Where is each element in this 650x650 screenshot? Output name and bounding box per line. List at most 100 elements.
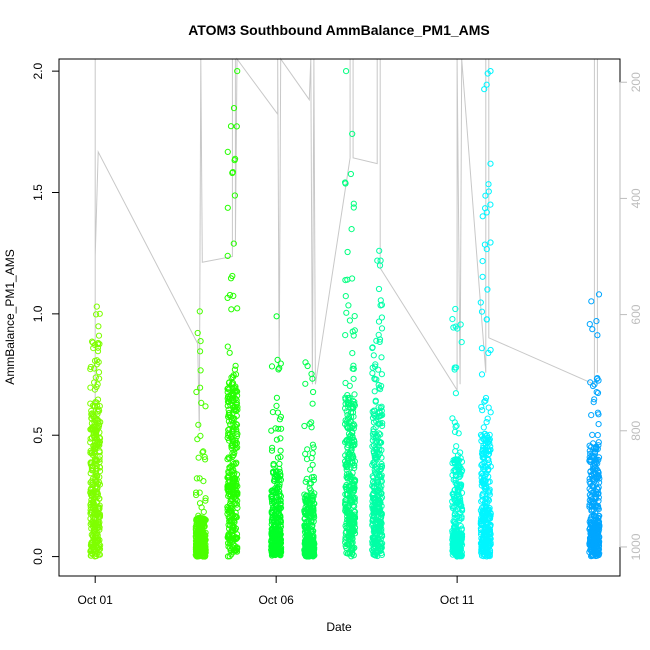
data-point xyxy=(589,503,596,510)
data-point xyxy=(479,258,486,265)
data-point xyxy=(275,425,282,432)
data-point xyxy=(372,363,379,370)
data-point xyxy=(92,476,99,483)
data-point xyxy=(193,388,200,396)
data-point xyxy=(225,432,232,439)
data-point xyxy=(342,332,349,339)
data-point xyxy=(224,510,231,518)
data-point xyxy=(345,302,352,309)
data-point xyxy=(452,523,459,531)
data-point xyxy=(374,257,381,264)
data-point xyxy=(591,396,598,403)
data-point xyxy=(451,428,459,435)
data-point xyxy=(374,488,381,495)
data-point xyxy=(378,371,385,378)
data-point xyxy=(88,420,96,427)
data-point xyxy=(345,533,352,540)
data-point xyxy=(200,478,207,485)
data-point xyxy=(231,366,238,373)
data-point xyxy=(369,370,376,377)
data-point xyxy=(377,515,384,522)
data-point xyxy=(350,502,357,509)
data-point xyxy=(309,502,316,510)
data-point xyxy=(200,520,208,527)
data-point xyxy=(272,468,280,475)
data-point xyxy=(482,436,489,443)
data-point xyxy=(587,530,594,537)
data-point xyxy=(196,308,203,315)
data-point xyxy=(224,483,231,491)
data-point xyxy=(89,402,97,409)
data-point xyxy=(224,474,232,481)
data-point xyxy=(92,374,99,381)
y-tick-label: 0.5 xyxy=(31,427,45,444)
data-point xyxy=(231,192,238,199)
data-point xyxy=(194,548,201,555)
data-point xyxy=(346,451,353,458)
data-point xyxy=(484,529,491,536)
data-point xyxy=(478,545,485,552)
data-point xyxy=(486,478,493,485)
data-point xyxy=(230,460,237,467)
data-point xyxy=(92,444,99,451)
data-point xyxy=(378,464,385,471)
chart-title: ATOM3 Southbound AmmBalance_PM1_AMS xyxy=(188,22,490,38)
data-point xyxy=(199,449,206,456)
data-point xyxy=(451,364,458,371)
data-point xyxy=(87,479,94,486)
data-point xyxy=(233,501,240,508)
data-point xyxy=(304,446,311,453)
data-point xyxy=(376,524,383,531)
data-point xyxy=(589,527,596,534)
data-point xyxy=(94,402,101,409)
data-point xyxy=(458,489,466,496)
data-point xyxy=(343,466,350,473)
data-point xyxy=(224,395,231,402)
data-point xyxy=(453,457,461,464)
data-point xyxy=(590,466,597,473)
data-point xyxy=(310,444,317,451)
data-point xyxy=(371,376,378,383)
data-point xyxy=(456,516,463,524)
data-point xyxy=(345,439,352,446)
data-point xyxy=(593,318,600,325)
data-point xyxy=(375,285,383,293)
data-point xyxy=(96,375,103,382)
data-point xyxy=(592,526,599,533)
data-point xyxy=(484,415,491,422)
data-point xyxy=(346,510,353,517)
data-point xyxy=(96,504,103,511)
data-point xyxy=(369,443,376,450)
data-point xyxy=(452,527,460,534)
data-point xyxy=(592,444,600,451)
data-point xyxy=(378,474,385,481)
data-point xyxy=(375,404,382,411)
data-point xyxy=(229,386,237,393)
data-point xyxy=(482,552,489,559)
data-point xyxy=(349,275,356,282)
data-point xyxy=(268,543,275,550)
data-point xyxy=(88,496,95,504)
data-point xyxy=(229,450,236,457)
data-point xyxy=(347,170,354,178)
data-point xyxy=(306,420,313,427)
data-point xyxy=(350,489,357,496)
data-point xyxy=(586,442,593,449)
data-point xyxy=(342,499,349,506)
data-point xyxy=(233,123,240,130)
data-point xyxy=(378,550,385,557)
data-point xyxy=(375,509,382,517)
data-point xyxy=(350,204,357,211)
data-point xyxy=(94,396,102,403)
data-point xyxy=(376,247,383,254)
data-point xyxy=(457,509,464,517)
data-point xyxy=(343,509,350,516)
data-point xyxy=(230,292,237,299)
data-point xyxy=(343,471,350,478)
data-point xyxy=(93,512,100,519)
data-point xyxy=(273,313,280,320)
data-point xyxy=(194,436,201,443)
data-point xyxy=(351,422,358,429)
data-point xyxy=(456,473,463,481)
data-point xyxy=(594,505,602,512)
